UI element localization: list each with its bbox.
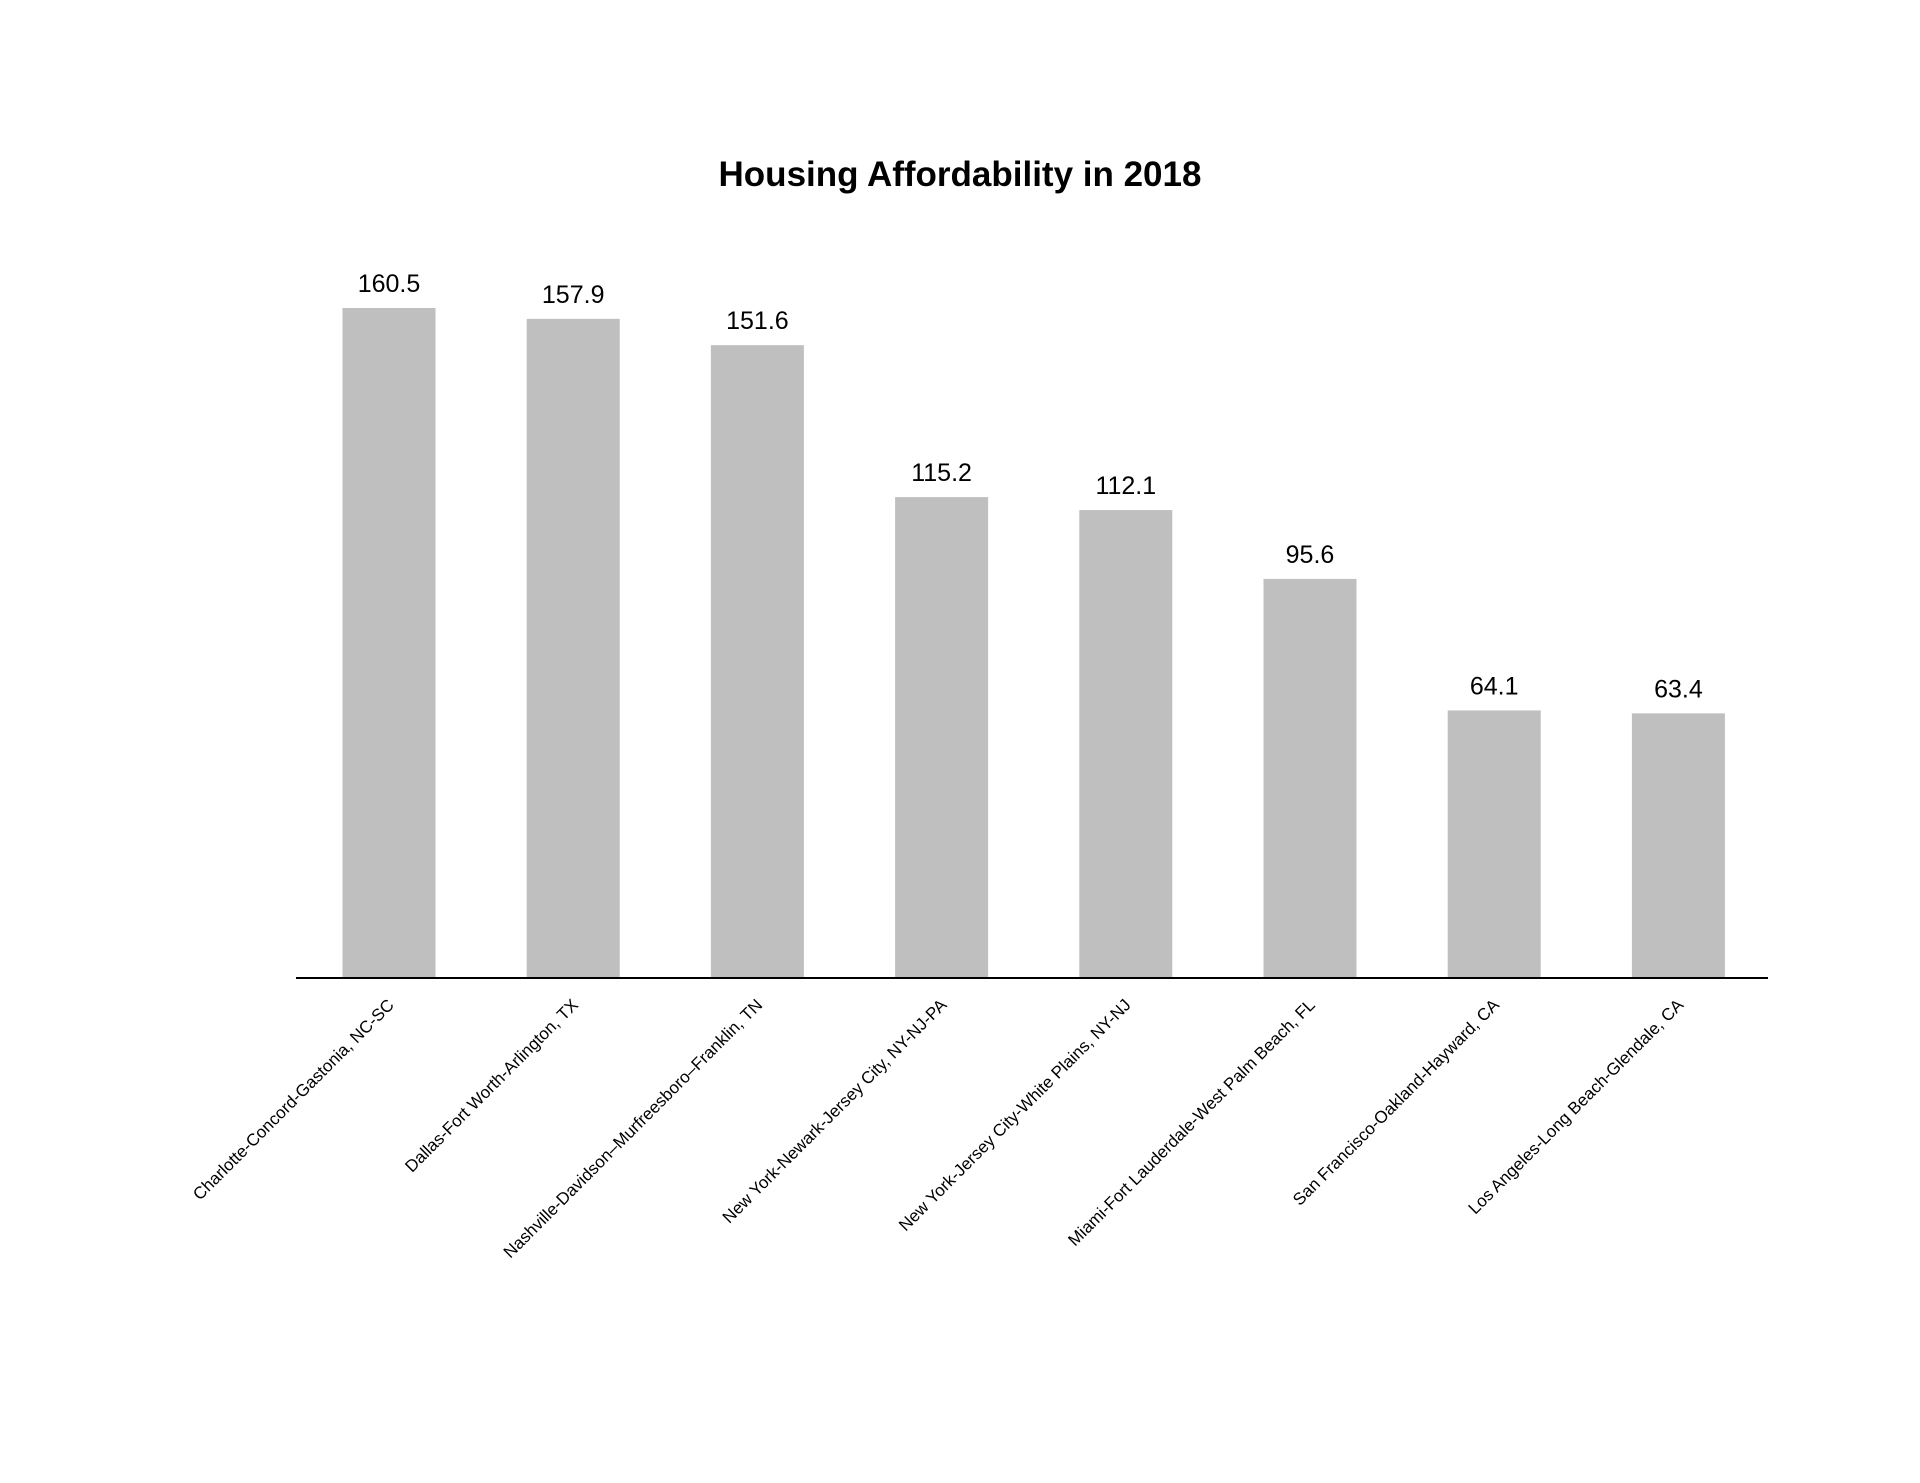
category-label-6: San Francisco-Oakland-Hayward, CA [1289, 995, 1503, 1209]
bar-2 [710, 345, 804, 978]
category-label-1: Dallas-Fort Worth-Arlington, TX [401, 995, 582, 1176]
chart-title: Housing Affordability in 2018 [719, 155, 1202, 194]
value-label-4: 112.1 [1095, 472, 1156, 500]
category-label-4: New York-Jersey City-White Plains, NY-NJ [895, 995, 1134, 1234]
category-label-0: Charlotte-Concord-Gastonia, NC-SC [189, 995, 398, 1204]
category-label-7: Los Angeles-Long Beach-Glendale, CA [1465, 995, 1688, 1218]
bars [342, 308, 1725, 978]
value-label-6: 64.1 [1470, 672, 1519, 700]
value-label-7: 63.4 [1654, 675, 1703, 703]
value-label-0: 160.5 [358, 270, 421, 298]
value-label-3: 115.2 [911, 459, 972, 487]
category-labels: Charlotte-Concord-Gastonia, NC-SC Dallas-… [189, 995, 1687, 1262]
value-label-5: 95.6 [1286, 541, 1335, 569]
bar-3 [895, 497, 989, 978]
value-labels: 160.5 157.9 151.6 115.2 112.1 95.6 64.1 63.4 [358, 270, 1703, 703]
bar-7 [1631, 713, 1725, 978]
value-label-2: 151.6 [726, 307, 789, 335]
bar-0 [342, 308, 436, 978]
bar-1 [526, 318, 620, 978]
category-label-3: New York-Newark-Jersey City, NY-NJ-PA [719, 995, 951, 1227]
bar-4 [1079, 510, 1173, 978]
value-label-1: 157.9 [542, 281, 605, 309]
bar-6 [1447, 710, 1541, 978]
bar-5 [1263, 578, 1357, 978]
